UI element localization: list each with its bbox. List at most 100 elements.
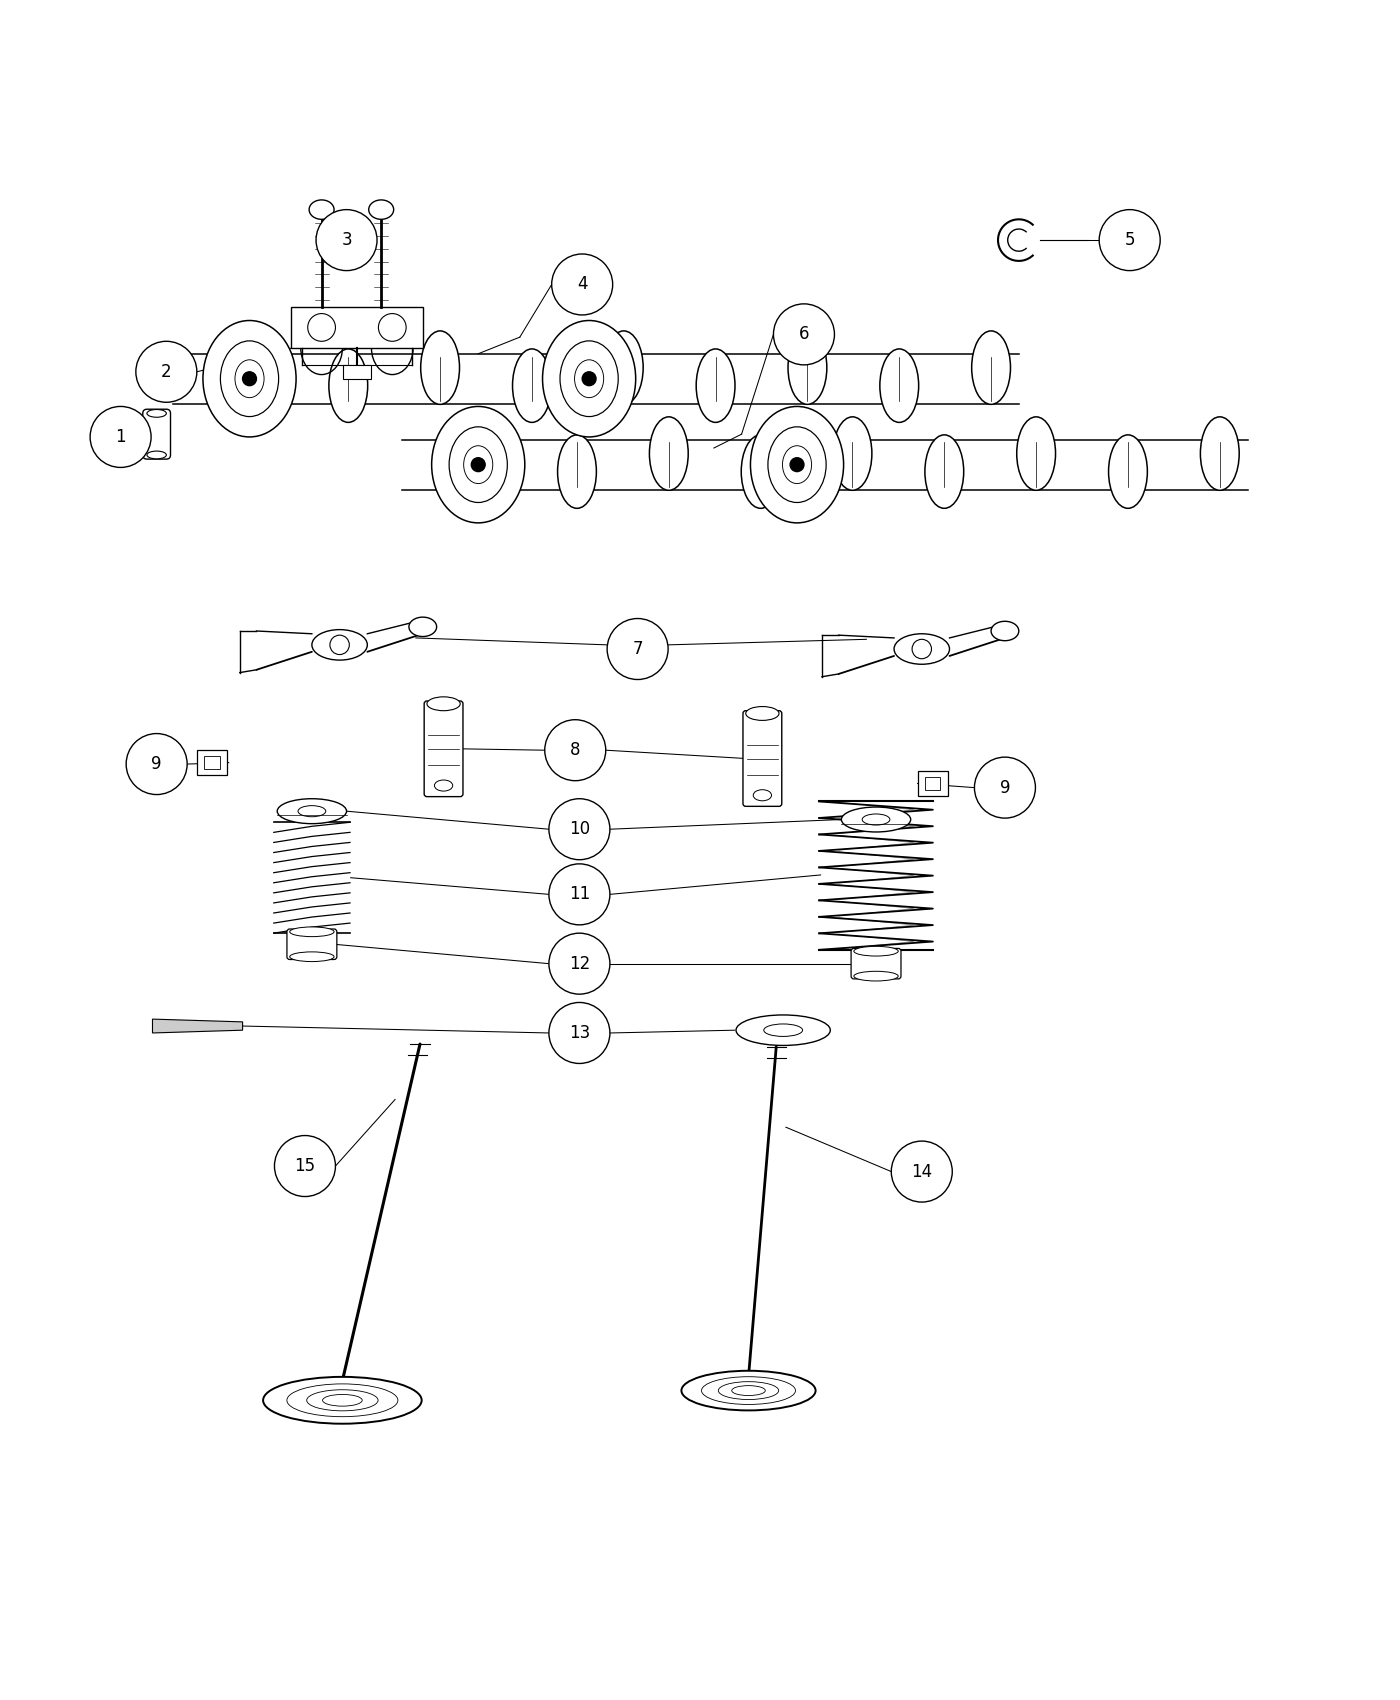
Ellipse shape [862,814,890,824]
Ellipse shape [203,321,295,437]
Ellipse shape [329,348,368,422]
Ellipse shape [309,201,335,219]
Ellipse shape [290,952,335,962]
Text: 11: 11 [568,886,589,903]
Circle shape [126,734,188,794]
Circle shape [90,406,151,468]
Ellipse shape [764,1023,802,1037]
Circle shape [790,457,804,471]
Ellipse shape [307,1389,378,1411]
Ellipse shape [557,435,596,508]
Text: 1: 1 [115,428,126,445]
Text: 5: 5 [1124,231,1135,250]
Ellipse shape [1109,435,1148,508]
Ellipse shape [560,342,619,416]
Polygon shape [153,1018,242,1034]
Ellipse shape [409,617,437,636]
Ellipse shape [732,1386,766,1396]
Circle shape [549,799,610,860]
Ellipse shape [854,971,899,981]
Ellipse shape [263,1377,421,1423]
Ellipse shape [434,780,452,791]
Ellipse shape [769,427,826,503]
Circle shape [242,372,256,386]
Ellipse shape [287,1384,398,1416]
Ellipse shape [925,435,963,508]
FancyBboxPatch shape [743,711,781,806]
Ellipse shape [841,808,910,831]
Ellipse shape [235,360,265,398]
Ellipse shape [783,445,812,483]
Circle shape [545,719,606,780]
Circle shape [608,619,668,680]
Ellipse shape [466,416,504,490]
Ellipse shape [147,410,167,416]
Ellipse shape [574,360,603,398]
Ellipse shape [543,321,636,437]
Ellipse shape [431,406,525,524]
Circle shape [472,457,486,471]
Ellipse shape [290,927,335,937]
FancyBboxPatch shape [291,306,423,348]
Text: 8: 8 [570,741,581,760]
Text: 15: 15 [294,1158,315,1175]
Text: 10: 10 [568,819,589,838]
Ellipse shape [991,620,1019,641]
Text: 9: 9 [151,755,162,774]
Ellipse shape [895,634,949,665]
Ellipse shape [420,332,459,405]
Ellipse shape [298,806,326,816]
Ellipse shape [368,201,393,219]
Ellipse shape [220,342,279,416]
Ellipse shape [750,406,844,524]
Text: 6: 6 [799,325,809,343]
Text: 13: 13 [568,1023,589,1042]
Text: 3: 3 [342,231,351,250]
Circle shape [549,864,610,925]
FancyBboxPatch shape [197,750,227,775]
Ellipse shape [237,332,276,405]
Ellipse shape [427,697,461,711]
Text: 4: 4 [577,275,588,294]
Ellipse shape [746,707,778,721]
Ellipse shape [718,1382,778,1399]
FancyBboxPatch shape [917,772,948,796]
Ellipse shape [650,416,689,490]
Ellipse shape [972,332,1011,405]
Ellipse shape [512,348,552,422]
Circle shape [1099,209,1161,270]
Text: 12: 12 [568,955,589,972]
Circle shape [274,1136,336,1197]
Ellipse shape [463,445,493,483]
Circle shape [892,1141,952,1202]
Circle shape [582,372,596,386]
Text: 7: 7 [633,639,643,658]
Ellipse shape [277,799,347,824]
Ellipse shape [833,416,872,490]
Ellipse shape [854,947,899,955]
Ellipse shape [449,427,507,503]
FancyBboxPatch shape [143,410,171,459]
Text: 2: 2 [161,362,172,381]
Ellipse shape [1200,416,1239,490]
Circle shape [136,342,197,403]
Circle shape [552,253,613,314]
Ellipse shape [147,450,167,459]
FancyBboxPatch shape [287,928,337,959]
FancyBboxPatch shape [925,777,941,790]
Circle shape [316,209,377,270]
Ellipse shape [312,629,367,660]
Circle shape [549,933,610,994]
FancyBboxPatch shape [851,949,902,979]
Ellipse shape [682,1370,816,1411]
Ellipse shape [879,348,918,422]
FancyBboxPatch shape [204,756,220,768]
Ellipse shape [322,1394,363,1406]
Circle shape [974,756,1036,818]
Ellipse shape [741,435,780,508]
Ellipse shape [753,790,771,801]
Ellipse shape [736,1015,830,1046]
Text: 9: 9 [1000,779,1011,797]
FancyBboxPatch shape [343,366,371,379]
Ellipse shape [701,1377,795,1404]
